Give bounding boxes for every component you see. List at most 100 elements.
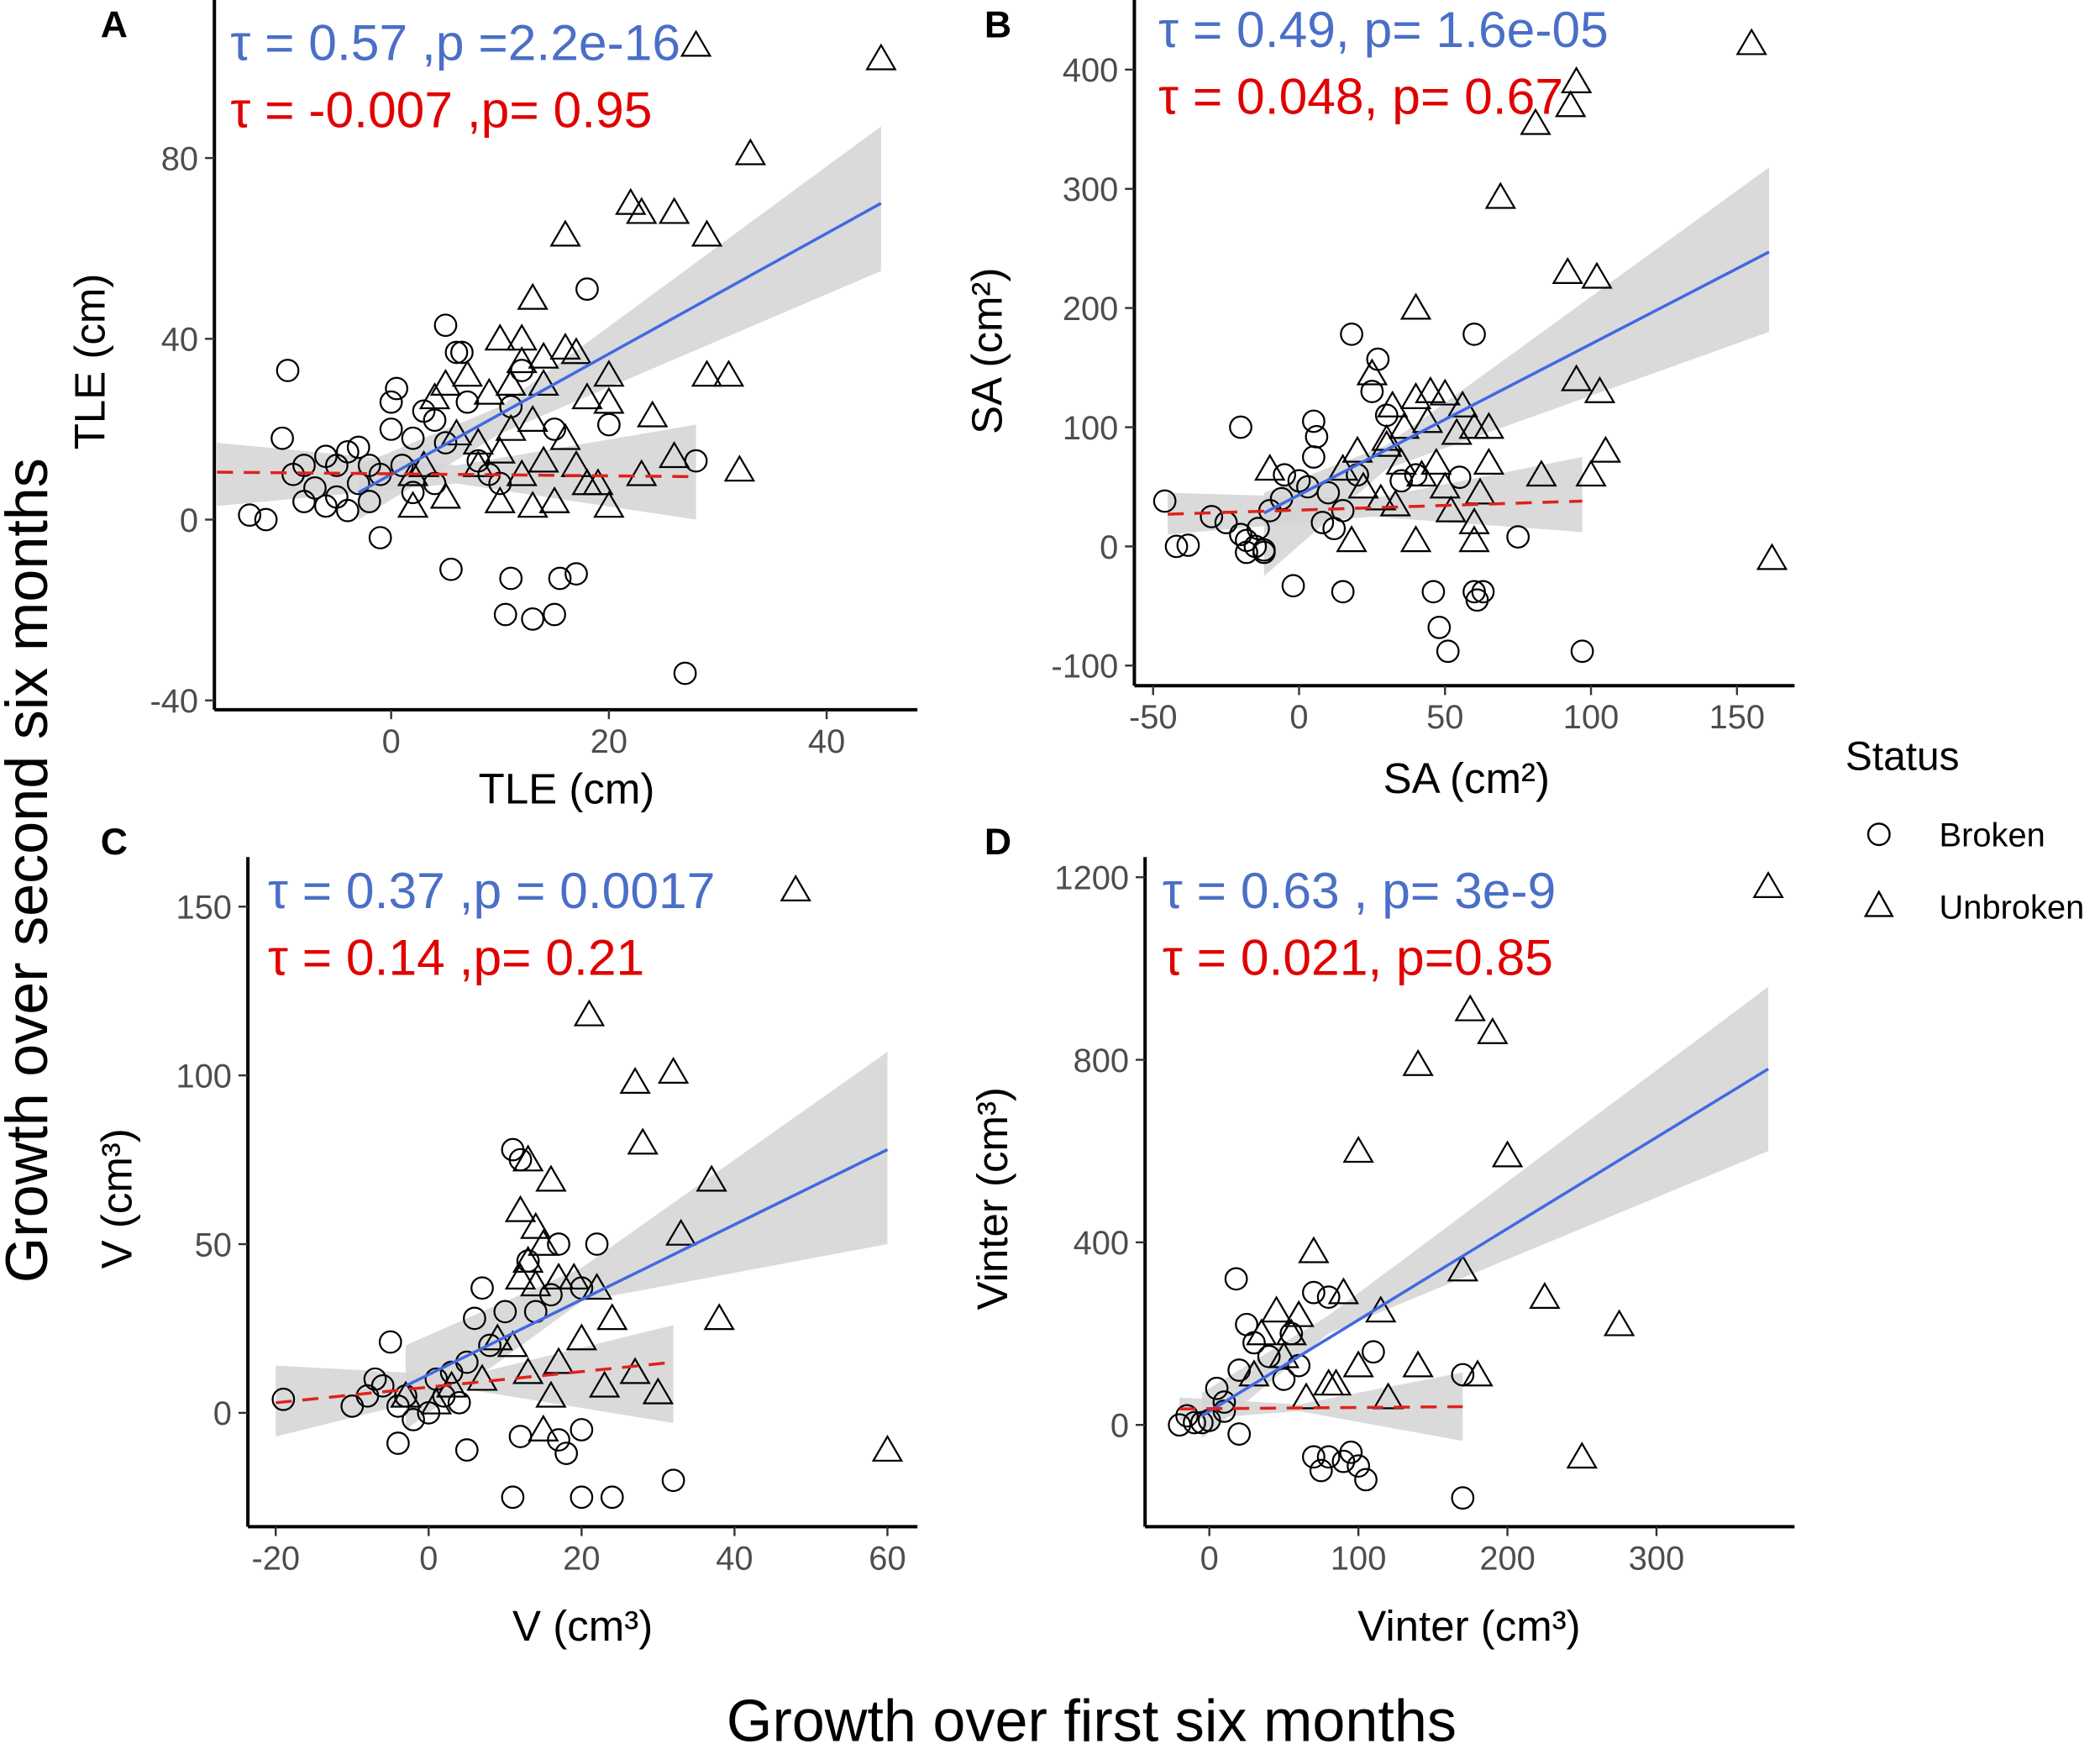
point-broken bbox=[543, 418, 566, 441]
point-unbroken bbox=[571, 382, 603, 410]
point-broken bbox=[661, 1468, 685, 1493]
point-broken bbox=[433, 313, 458, 338]
point-unbroken bbox=[528, 1414, 559, 1442]
point-unbroken bbox=[390, 1380, 422, 1408]
y-tick-label: 100 bbox=[1063, 410, 1118, 447]
point-unbroken bbox=[690, 360, 723, 387]
point-unbroken bbox=[528, 341, 559, 369]
point-broken bbox=[454, 1438, 479, 1462]
point-unbroken bbox=[712, 360, 745, 387]
point-broken bbox=[370, 1373, 395, 1398]
point-unbroken bbox=[1520, 108, 1551, 135]
broken-correlation-annotation: τ = -0.007 ,p= 0.95 bbox=[230, 81, 652, 138]
point-broken bbox=[1235, 540, 1258, 565]
point-unbroken bbox=[582, 468, 614, 496]
point-unbroken bbox=[512, 1144, 544, 1172]
point-broken bbox=[335, 498, 360, 523]
point-broken bbox=[1447, 465, 1472, 490]
point-broken bbox=[575, 277, 599, 302]
point-broken bbox=[1316, 1445, 1341, 1469]
point-unbroken bbox=[1575, 460, 1607, 487]
point-broken bbox=[276, 359, 300, 382]
point-broken bbox=[1316, 1285, 1341, 1309]
point-unbroken bbox=[690, 219, 723, 247]
y-tick-label: -100 bbox=[1052, 649, 1119, 685]
point-unbroken bbox=[1454, 994, 1486, 1022]
point-broken bbox=[271, 1387, 296, 1411]
point-broken bbox=[357, 490, 381, 513]
point-unbroken bbox=[1275, 1318, 1307, 1346]
all-correlation-annotation: τ = 0.63 , p= 3e-9 bbox=[1163, 862, 1556, 919]
x-tick-label: 20 bbox=[591, 723, 627, 760]
point-broken bbox=[1168, 1413, 1192, 1437]
point-broken bbox=[1273, 463, 1297, 487]
point-broken bbox=[488, 471, 512, 496]
point-unbroken bbox=[1372, 1382, 1404, 1410]
panel-label: D bbox=[984, 822, 1011, 863]
point-unbroken bbox=[865, 43, 897, 71]
y-tick-label: 1200 bbox=[1054, 860, 1129, 897]
point-broken bbox=[368, 526, 392, 549]
point-broken bbox=[1302, 409, 1326, 433]
legend-title: Status bbox=[1845, 735, 1960, 780]
point-unbroken bbox=[1283, 1300, 1315, 1327]
all-fit-confidence-band bbox=[1201, 986, 1769, 1439]
y-tick-label: 100 bbox=[176, 1058, 231, 1095]
point-broken bbox=[1305, 425, 1329, 449]
point-broken bbox=[508, 1425, 533, 1448]
point-unbroken bbox=[1298, 1236, 1330, 1263]
point-broken bbox=[1176, 533, 1200, 557]
point-unbroken bbox=[495, 413, 527, 441]
point-unbroken bbox=[440, 418, 473, 446]
point-unbroken bbox=[1399, 381, 1432, 409]
point-broken bbox=[390, 454, 414, 477]
point-broken bbox=[379, 418, 403, 441]
point-unbroken bbox=[1402, 1350, 1434, 1378]
point-unbroken bbox=[396, 491, 429, 518]
point-broken bbox=[1347, 1454, 1371, 1478]
point-unbroken bbox=[528, 445, 559, 473]
point-broken bbox=[1183, 1410, 1206, 1435]
point-unbroken bbox=[1402, 1048, 1434, 1076]
point-unbroken bbox=[504, 1195, 537, 1222]
broken-correlation-annotation: τ = 0.021, p=0.85 bbox=[1163, 929, 1553, 986]
point-broken bbox=[1360, 380, 1384, 403]
point-broken bbox=[463, 1306, 486, 1331]
point-broken bbox=[386, 1431, 410, 1455]
x-tick-label: 150 bbox=[1709, 699, 1765, 736]
point-unbroken bbox=[1388, 412, 1420, 439]
point-unbroken bbox=[1371, 429, 1403, 457]
broken-fit-line bbox=[1168, 499, 1583, 516]
point-unbroken bbox=[1446, 390, 1478, 418]
point-broken bbox=[673, 661, 697, 685]
point-broken bbox=[547, 1232, 570, 1256]
point-unbroken bbox=[1327, 1277, 1360, 1305]
point-broken bbox=[1316, 481, 1341, 505]
point-unbroken bbox=[1551, 256, 1583, 284]
point-unbroken bbox=[1415, 376, 1446, 403]
point-unbroken bbox=[1756, 543, 1788, 570]
point-broken bbox=[447, 1390, 471, 1415]
x-tick-label: -50 bbox=[1129, 699, 1178, 736]
point-unbroken bbox=[1336, 525, 1368, 553]
point-unbroken bbox=[657, 1056, 690, 1084]
point-unbroken bbox=[1260, 1295, 1293, 1323]
point-unbroken bbox=[535, 1164, 567, 1192]
point-unbroken bbox=[1583, 376, 1616, 403]
point-unbroken bbox=[1529, 1281, 1561, 1309]
point-broken bbox=[238, 503, 262, 528]
x-tick-label: 0 bbox=[1200, 1540, 1219, 1577]
point-unbroken bbox=[1379, 489, 1411, 517]
x-tick-label: 100 bbox=[1331, 1540, 1386, 1577]
point-unbroken bbox=[580, 1273, 613, 1300]
point-unbroken bbox=[495, 368, 527, 397]
point-unbroken bbox=[1446, 1254, 1479, 1282]
all-fit-line bbox=[1263, 250, 1770, 515]
x-tick-label: 50 bbox=[1426, 699, 1463, 736]
point-broken bbox=[493, 602, 517, 627]
point-broken bbox=[521, 607, 545, 631]
point-unbroken bbox=[1603, 1309, 1635, 1337]
point-broken bbox=[1212, 1390, 1236, 1414]
point-broken bbox=[401, 426, 425, 450]
point-broken bbox=[554, 1442, 579, 1465]
